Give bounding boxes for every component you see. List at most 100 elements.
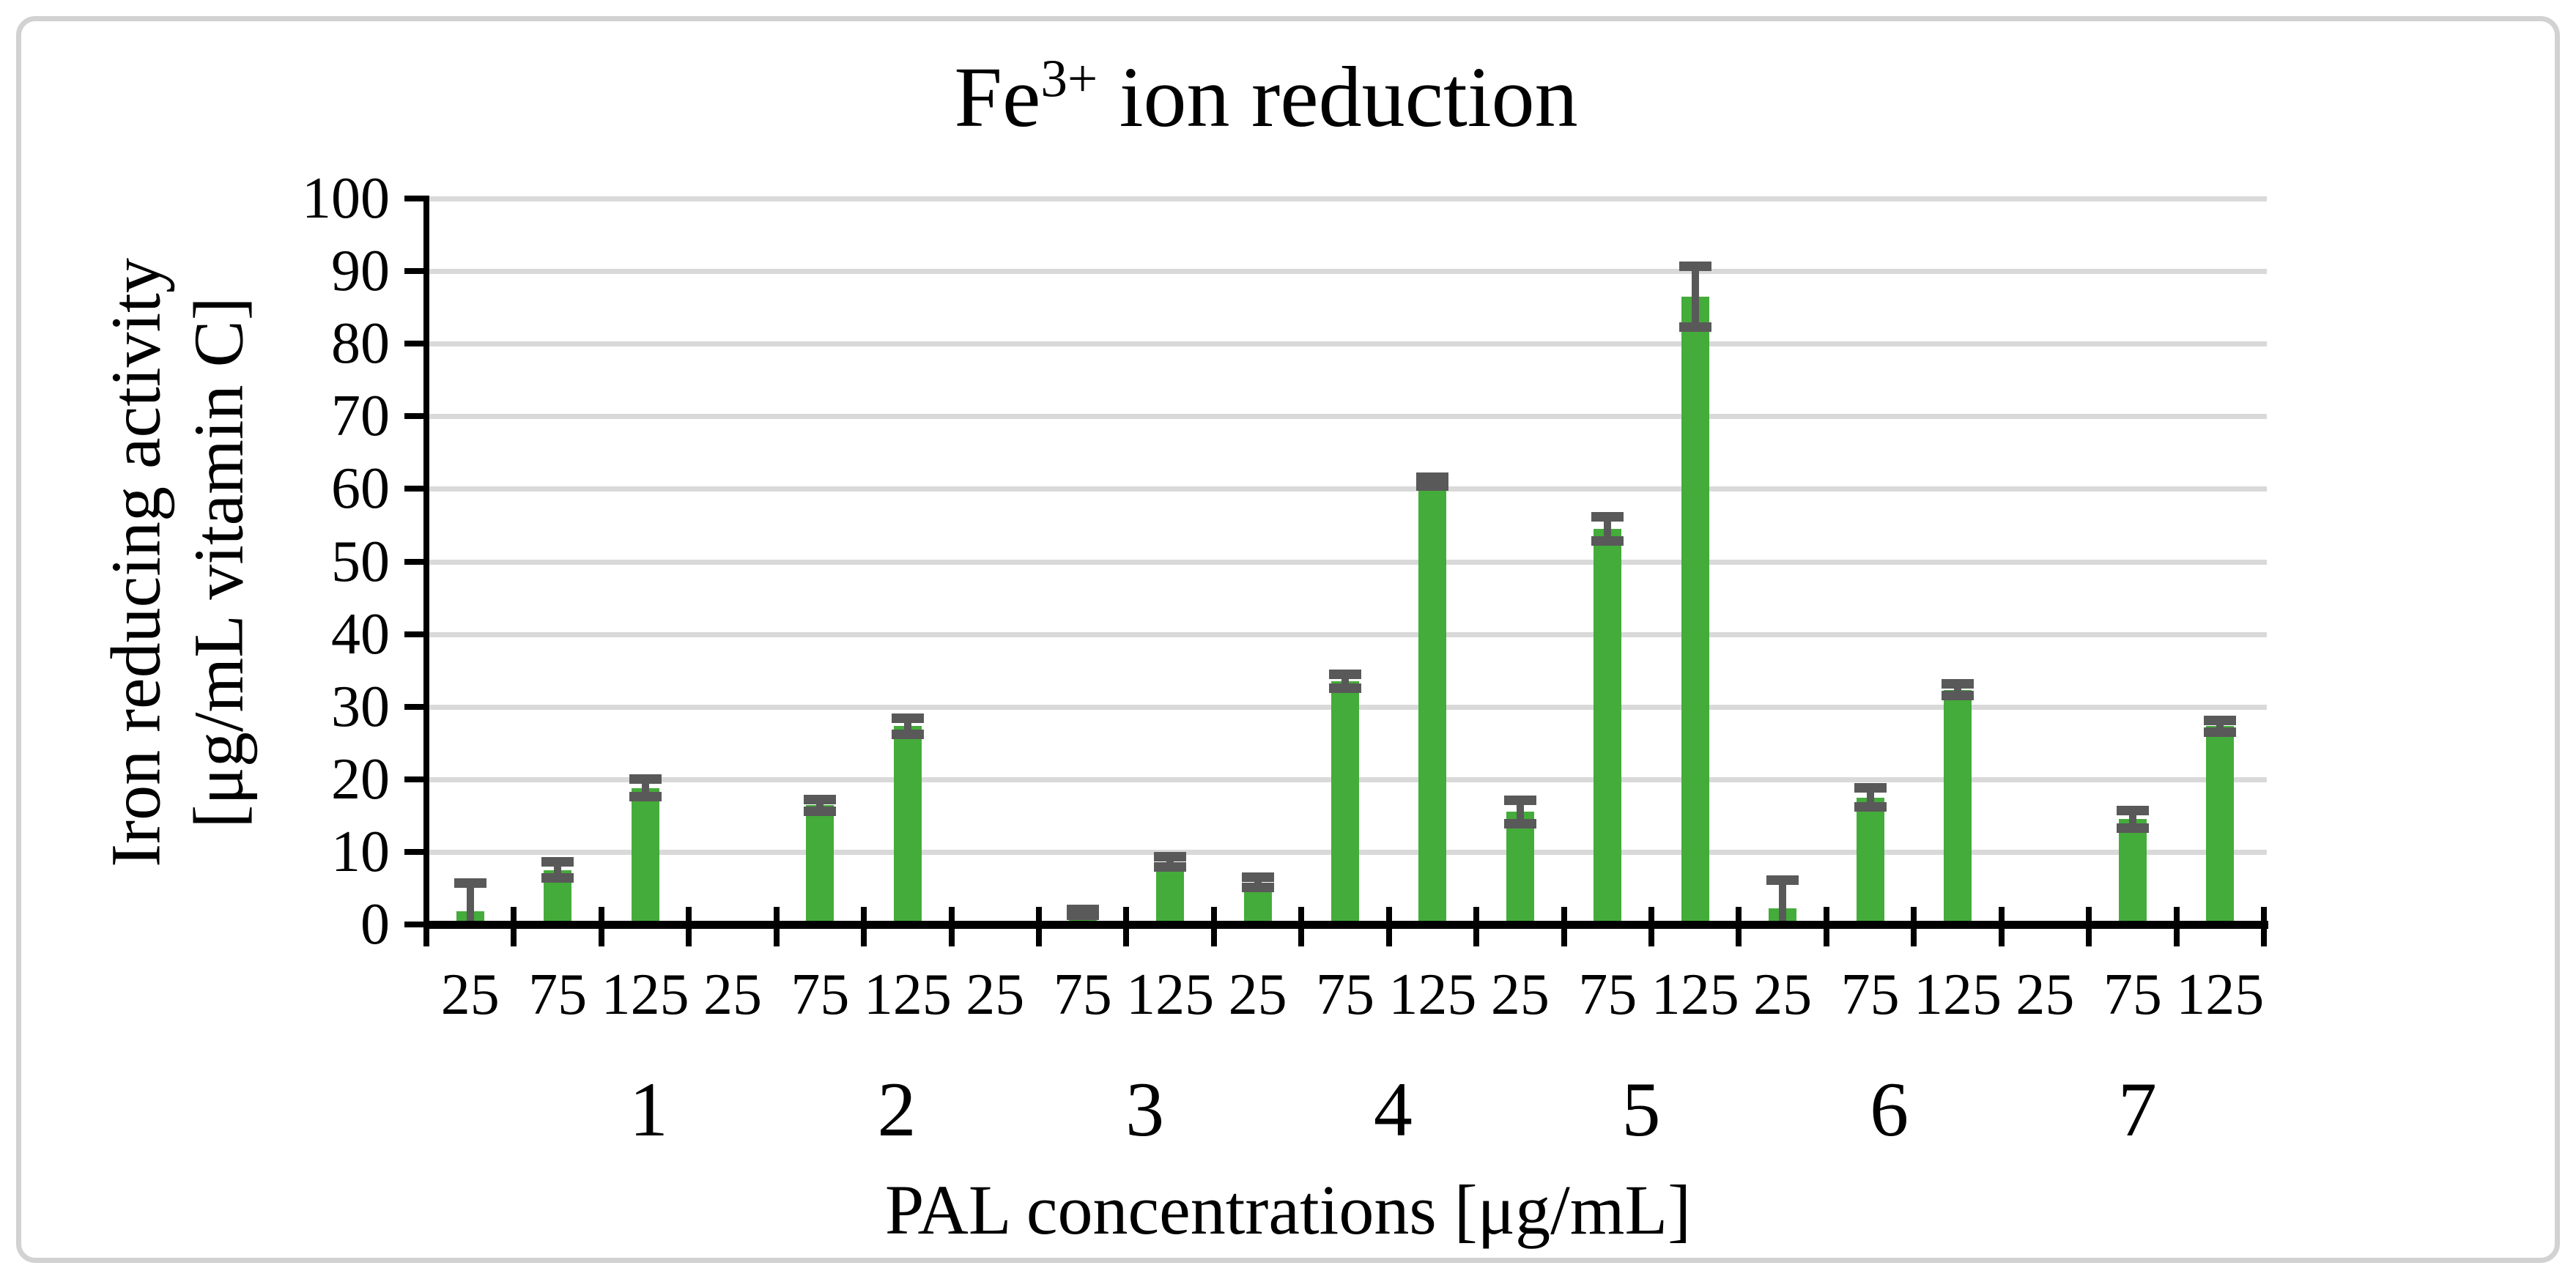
error-bar-cap-top <box>629 774 662 785</box>
x-axis-line <box>423 921 2268 929</box>
error-bar-cap-bottom <box>1854 801 1887 812</box>
x-category-label: 125 <box>863 963 952 1027</box>
y-axis-line <box>423 196 429 927</box>
x-category-label: 25 <box>703 963 762 1027</box>
x-category-label: 125 <box>1914 963 2002 1027</box>
y-axis-tick <box>404 631 426 637</box>
error-bar-line <box>1341 674 1349 689</box>
error-bar-line <box>1954 683 1961 696</box>
bar <box>1418 481 1447 924</box>
x-category-label: 75 <box>2103 963 2162 1027</box>
error-bar-line <box>2128 810 2136 828</box>
error-bar-cap-top <box>891 713 924 724</box>
x-group-label: 6 <box>1870 1067 1909 1152</box>
x-category-label: 25 <box>966 963 1025 1027</box>
error-bar-cap-top <box>2204 716 2237 726</box>
bar <box>1506 812 1534 924</box>
error-bar-cap-bottom <box>629 792 662 802</box>
error-bar-cap-top <box>804 795 837 805</box>
error-bar-cap-bottom <box>1942 691 1974 701</box>
y-axis-tick-label: 10 <box>331 819 390 884</box>
error-bar-cap-top <box>1766 875 1799 886</box>
error-bar-cap-top <box>1679 261 1711 271</box>
y-axis-tick <box>404 413 426 420</box>
chart-title-base: Fe <box>954 49 1041 145</box>
x-axis-title: PAL concentrations [μg/mL] <box>884 1171 1692 1249</box>
y-axis-tick <box>404 703 426 710</box>
x-category-label: 75 <box>1053 963 1112 1027</box>
y-axis-tick-label: 100 <box>302 166 390 231</box>
error-bar-line <box>1691 266 1699 327</box>
y-axis-tick-label: 40 <box>331 601 390 667</box>
error-bar-cap-top <box>1942 679 1974 689</box>
bar <box>1331 681 1359 924</box>
error-bar-line <box>903 718 911 735</box>
error-bar-cap-bottom <box>804 806 837 816</box>
y-axis-tick-label: 90 <box>331 239 390 304</box>
error-bar-line <box>1516 800 1524 824</box>
x-category-label: 125 <box>1126 963 1215 1027</box>
error-bar-cap-bottom <box>1329 683 1361 694</box>
x-group-label: 2 <box>877 1067 917 1152</box>
y-axis-tick <box>404 268 426 275</box>
error-bar-cap-bottom <box>1503 818 1536 828</box>
x-group-label: 7 <box>2117 1067 2157 1152</box>
error-bar-cap-bottom <box>541 873 574 883</box>
error-bar-cap-top <box>541 857 574 867</box>
gridline <box>426 269 2267 275</box>
gridline <box>426 559 2267 565</box>
error-bar-cap-bottom <box>2116 823 2149 833</box>
error-bar-cap-bottom <box>1154 862 1187 872</box>
error-bar-cap-top <box>1241 872 1274 883</box>
error-bar-cap-bottom <box>1591 536 1624 546</box>
x-category-label: 75 <box>1316 963 1374 1027</box>
y-axis-tick-label: 60 <box>331 456 390 522</box>
x-category-label: 25 <box>1490 963 1550 1027</box>
x-category-label: 125 <box>601 963 689 1027</box>
y-axis-tick <box>404 196 426 201</box>
bar <box>2118 819 2147 924</box>
x-category-label: 25 <box>2016 963 2075 1027</box>
chart-title-superscript: 3+ <box>1040 48 1098 108</box>
error-bar-line <box>1254 877 1262 888</box>
error-bar-line <box>2216 720 2224 733</box>
bar <box>2206 726 2235 924</box>
error-bar-cap-bottom <box>1066 910 1099 920</box>
gridline <box>426 631 2267 637</box>
x-group-label: 1 <box>629 1067 668 1152</box>
x-category-label: 25 <box>1753 963 1813 1027</box>
y-axis-tick-label: 20 <box>331 746 390 812</box>
y-axis-tick-label: 70 <box>331 384 390 449</box>
error-bar-line <box>816 799 824 812</box>
x-group-label: 4 <box>1373 1067 1413 1152</box>
x-category-label: 25 <box>1228 963 1287 1027</box>
error-bar-cap-bottom <box>1416 481 1449 491</box>
y-axis-tick-label: 0 <box>360 892 390 957</box>
bar <box>1856 797 1884 924</box>
error-bar-line <box>1166 856 1174 867</box>
gridline <box>426 196 2267 201</box>
x-category-label: 75 <box>1578 963 1637 1027</box>
x-category-label: 75 <box>528 963 588 1027</box>
bar <box>1944 689 1972 924</box>
error-bar-line <box>1779 880 1787 924</box>
error-bar-line <box>554 861 562 878</box>
bar <box>893 726 922 924</box>
bar <box>631 787 659 924</box>
bar <box>1681 296 1709 924</box>
y-axis-tick-label: 80 <box>331 311 390 377</box>
gridline <box>426 414 2267 420</box>
chart-border <box>16 16 2560 1263</box>
y-axis-tick-label: 50 <box>331 529 390 594</box>
y-axis-tick <box>404 486 426 492</box>
x-category-label: 125 <box>1651 963 1739 1027</box>
x-category-label: 25 <box>440 963 500 1027</box>
error-bar-line <box>641 779 649 797</box>
bar <box>806 805 834 924</box>
x-category-label: 125 <box>1388 963 1477 1027</box>
chart-title-rest: ion reduction <box>1098 49 1578 145</box>
x-group-label: 5 <box>1621 1067 1661 1152</box>
error-bar-line <box>466 883 474 924</box>
error-bar-cap-top <box>454 878 486 888</box>
